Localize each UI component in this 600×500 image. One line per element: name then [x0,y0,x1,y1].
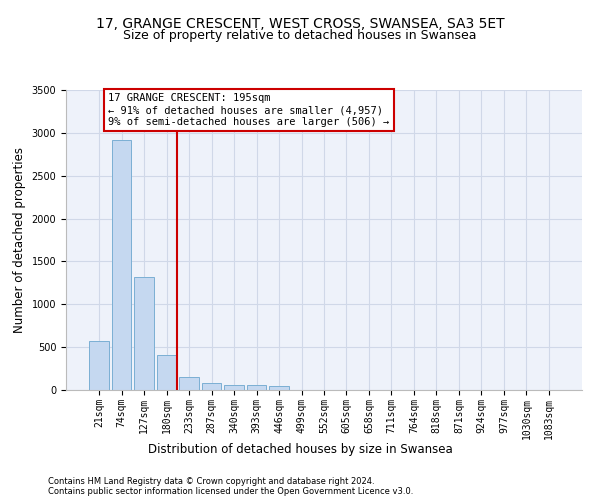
Bar [202,383,221,390]
Bar [224,385,244,390]
Y-axis label: Number of detached properties: Number of detached properties [13,147,26,333]
Text: Contains HM Land Registry data © Crown copyright and database right 2024.: Contains HM Land Registry data © Crown c… [48,478,374,486]
Text: 17, GRANGE CRESCENT, WEST CROSS, SWANSEA, SA3 5ET: 17, GRANGE CRESCENT, WEST CROSS, SWANSEA… [95,18,505,32]
Text: Distribution of detached houses by size in Swansea: Distribution of detached houses by size … [148,442,452,456]
Bar [157,355,176,390]
Bar [247,386,266,390]
Bar [134,277,154,390]
Bar [269,386,289,390]
Bar [179,376,199,390]
Bar [112,140,131,390]
Text: 17 GRANGE CRESCENT: 195sqm
← 91% of detached houses are smaller (4,957)
9% of se: 17 GRANGE CRESCENT: 195sqm ← 91% of deta… [109,94,390,126]
Bar [89,341,109,390]
Text: Contains public sector information licensed under the Open Government Licence v3: Contains public sector information licen… [48,488,413,496]
Text: Size of property relative to detached houses in Swansea: Size of property relative to detached ho… [123,29,477,42]
